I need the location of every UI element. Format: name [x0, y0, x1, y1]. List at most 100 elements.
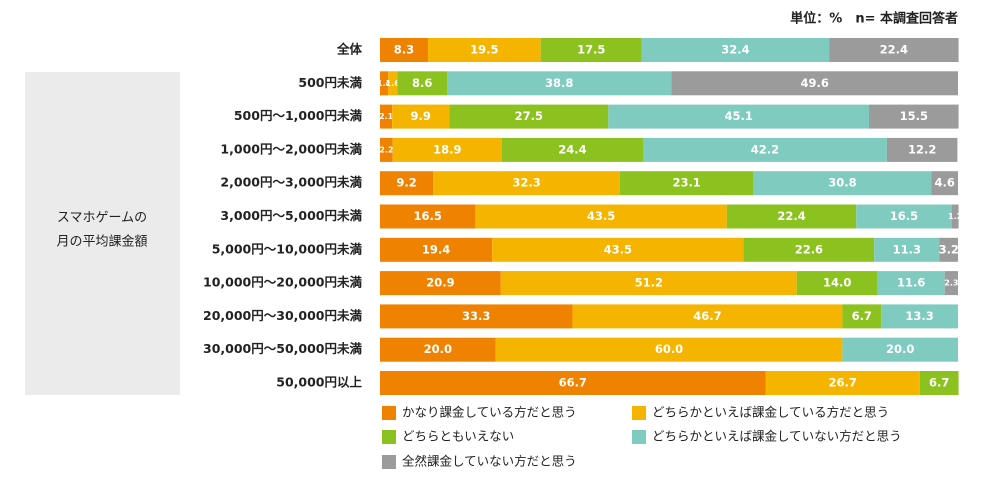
bar-segment — [447, 71, 672, 96]
legend-label: どちらかといえば課金していない方だと思う — [652, 429, 902, 444]
bar-segment — [540, 38, 642, 62]
value-label: 49.6 — [800, 76, 828, 90]
legend-swatch — [382, 406, 396, 420]
value-label: 13.3 — [905, 309, 933, 323]
bar-segment — [829, 38, 959, 62]
legend-label: かなり課金している方だと思う — [402, 405, 577, 420]
bar-segment — [392, 104, 450, 129]
bar-segment — [944, 271, 958, 296]
value-label: 6.7 — [852, 309, 872, 323]
group-label: 月の平均課金額 — [56, 234, 147, 250]
value-label: 27.5 — [515, 109, 543, 123]
legend-label: どちらかといえば課金している方だと思う — [652, 405, 889, 420]
value-label: 2.2 — [379, 145, 393, 154]
bar-segment — [919, 371, 959, 395]
bar-segment — [886, 137, 958, 162]
bar-segment — [501, 137, 643, 162]
value-label: 20.0 — [424, 342, 452, 356]
legend-label: 全然課金していない方だと思う — [402, 454, 577, 469]
value-label: 3.2 — [939, 242, 959, 256]
legend-swatch — [632, 430, 646, 444]
value-label: 30.8 — [828, 176, 856, 190]
value-label: 1.2 — [948, 212, 962, 221]
bar-segment — [388, 71, 398, 96]
bar-segment — [608, 104, 869, 129]
bar-segment — [380, 304, 573, 329]
value-label: 51.2 — [635, 276, 663, 290]
value-label: 46.7 — [693, 309, 721, 323]
category-label: 50,000円以上 — [276, 375, 362, 390]
value-label: 22.4 — [880, 43, 908, 57]
value-label: 20.0 — [886, 342, 914, 356]
bar-segment — [641, 38, 830, 62]
bar-segment — [475, 204, 727, 229]
value-label: 23.1 — [672, 176, 700, 190]
value-label: 43.5 — [587, 209, 615, 223]
value-label: 8.3 — [394, 43, 414, 57]
bar-segment — [380, 171, 434, 196]
value-label: 15.5 — [900, 109, 928, 123]
value-label: 19.4 — [422, 242, 450, 256]
group-box — [25, 72, 180, 395]
bar-segment — [380, 371, 766, 395]
bar-segment — [939, 237, 958, 262]
value-label: 14.0 — [823, 276, 851, 290]
value-label: 2.1 — [379, 112, 394, 121]
bar-segment — [492, 237, 744, 262]
category-label: 1,000円～2,000円未満 — [220, 141, 362, 156]
bar-segment — [380, 71, 389, 96]
bar-segment — [380, 204, 476, 229]
bar-segment — [796, 271, 878, 296]
bar-segment — [931, 171, 958, 196]
bar-segment — [427, 38, 541, 62]
bar-segment — [380, 38, 428, 62]
value-label: 16.5 — [890, 209, 918, 223]
category-label: 30,000円～50,000円未満 — [203, 341, 362, 356]
value-label: 43.5 — [604, 242, 632, 256]
value-label: 11.6 — [897, 276, 925, 290]
legend-swatch — [382, 430, 396, 444]
bar-segment — [397, 71, 448, 96]
legend-label: どちらともいえない — [402, 429, 514, 444]
legend-swatch — [632, 406, 646, 420]
value-label: 38.8 — [545, 76, 573, 90]
bar-segment — [743, 237, 875, 262]
value-label: 19.5 — [470, 43, 498, 57]
value-label: 6.7 — [929, 376, 949, 390]
bar-segment — [874, 237, 940, 262]
value-label: 9.9 — [411, 109, 431, 123]
bar-segment — [951, 204, 959, 229]
value-label: 42.2 — [751, 142, 779, 156]
value-label: 45.1 — [724, 109, 752, 123]
value-label: 33.3 — [462, 309, 490, 323]
bar-segment — [726, 204, 857, 229]
value-label: 1.4 — [377, 79, 392, 88]
bar-segment — [572, 304, 843, 329]
value-label: 16.5 — [413, 209, 441, 223]
bar-segment — [380, 237, 493, 262]
legend-swatch — [382, 455, 396, 469]
category-label: 500円～1,000円未満 — [234, 108, 363, 123]
category-label: 500円未満 — [298, 75, 362, 90]
bar-segment — [392, 137, 502, 162]
value-label: 24.4 — [558, 142, 586, 156]
unit-note: 単位：% n= 本調査回答者 — [790, 11, 958, 27]
value-label: 2.3 — [944, 279, 958, 288]
value-label: 32.4 — [721, 43, 749, 57]
bar-segment — [380, 337, 496, 362]
bar-segment — [868, 104, 959, 129]
bar-segment — [842, 304, 882, 329]
bar-segment — [380, 104, 393, 129]
value-label: 26.7 — [829, 376, 857, 390]
bar-segment — [765, 371, 920, 395]
bar-segment — [495, 337, 843, 362]
value-label: 11.3 — [893, 242, 921, 256]
value-label: 8.6 — [412, 76, 432, 90]
category-label: 5,000円～10,000円未満 — [212, 241, 363, 256]
bar-segment — [380, 271, 501, 296]
value-label: 17.5 — [577, 43, 605, 57]
category-label: 20,000円～30,000円未満 — [203, 308, 362, 323]
bar-segment — [842, 337, 958, 362]
bar-segment — [500, 271, 797, 296]
value-label: 9.2 — [396, 176, 416, 190]
